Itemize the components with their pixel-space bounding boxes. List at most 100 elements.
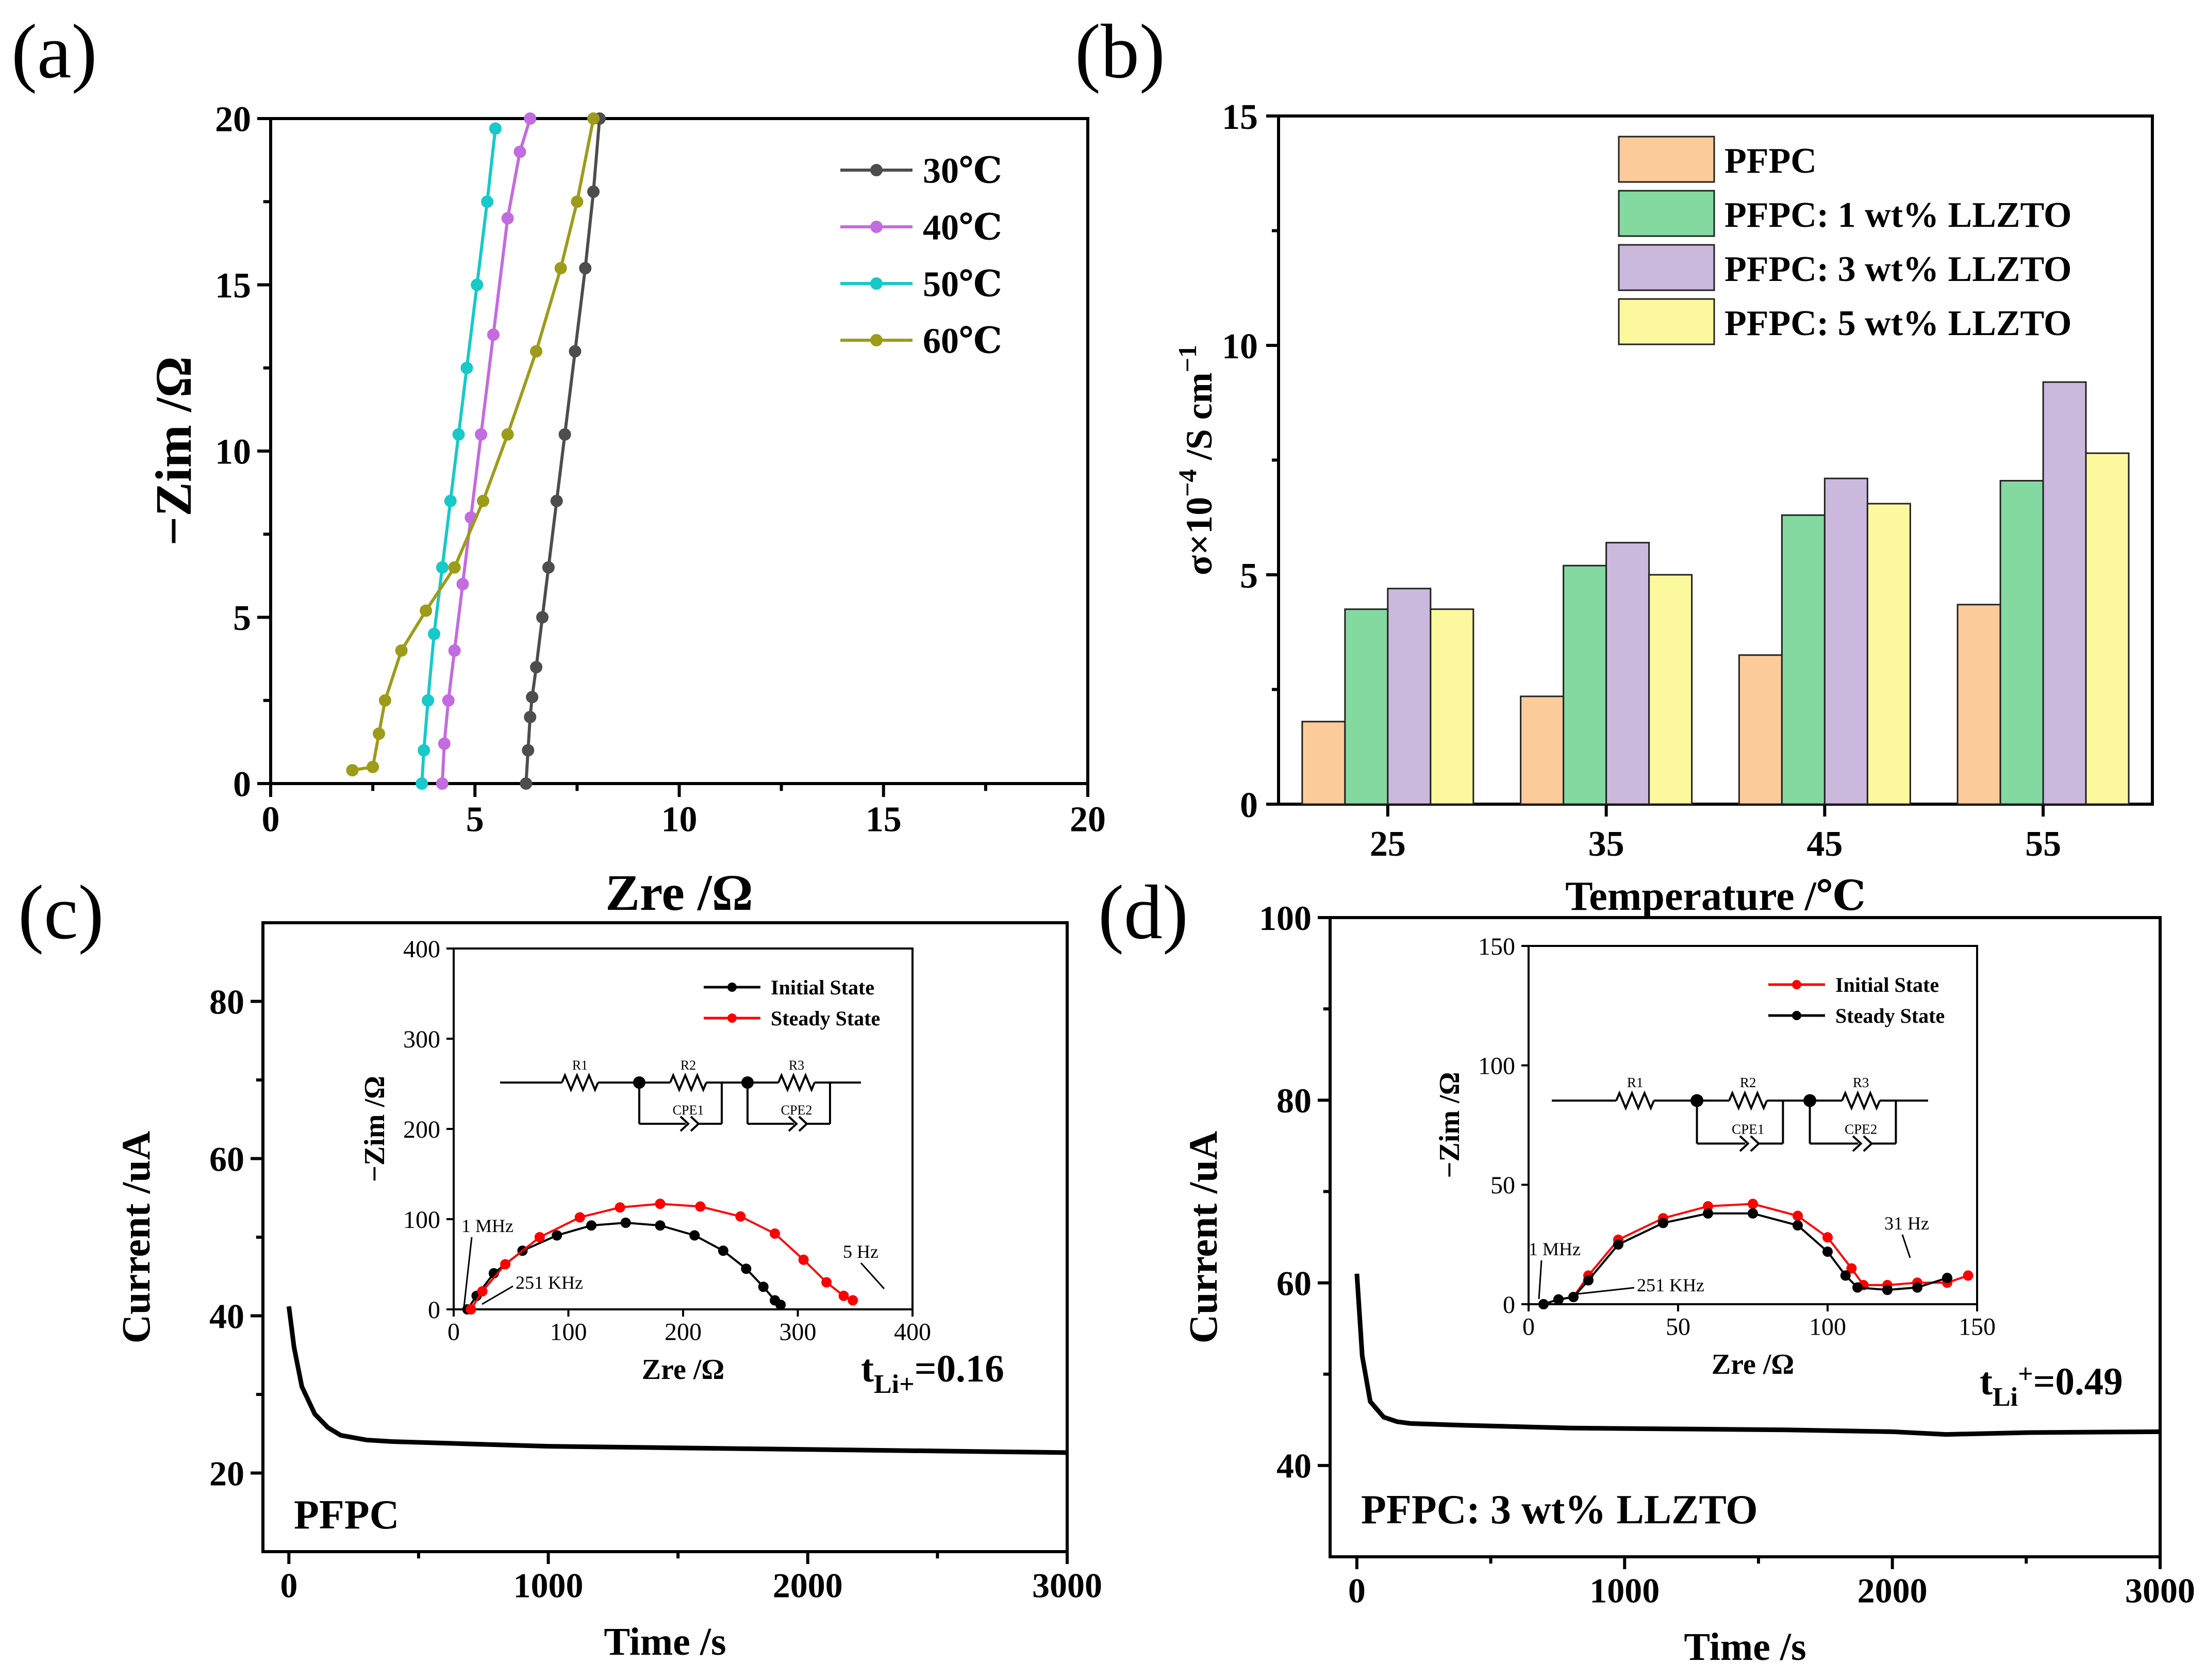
circuit-label-cpe2: CPE2 — [781, 1103, 812, 1118]
c-inset-ytick-label: 200 — [403, 1116, 440, 1143]
a-point — [554, 262, 567, 275]
d-xlabel: Time /s — [1684, 1625, 1806, 1669]
a-point — [436, 777, 449, 790]
a-point — [418, 744, 430, 757]
d-xtick-label: 2000 — [1857, 1571, 1928, 1610]
b-bar — [2085, 452, 2130, 805]
d-inset-xtick-label: 50 — [1666, 1313, 1690, 1341]
d-inset-xtick-label: 100 — [1809, 1313, 1846, 1341]
d-inset-point — [1882, 1285, 1893, 1295]
c-inset-annotation: 1 MHz — [461, 1216, 513, 1236]
c-inset-point — [655, 1199, 666, 1209]
c-inset-annotation-arrow — [482, 1285, 513, 1305]
d-inset-point — [1703, 1208, 1713, 1219]
d-inset-point — [1822, 1246, 1833, 1257]
d-xtick-label: 3000 — [2125, 1571, 2195, 1610]
circuit-resistor — [1728, 1090, 1768, 1111]
a-point — [444, 494, 457, 507]
circuit-label-r1: R1 — [1627, 1075, 1644, 1090]
d-inset-ytick-label: 100 — [1478, 1052, 1515, 1079]
d-inset-legend-label: Initial State — [1835, 973, 1939, 996]
c-inset-point — [821, 1277, 832, 1288]
a-xtick-label: 20 — [1070, 800, 1106, 840]
a-legend-label: 30℃ — [923, 152, 1002, 191]
d-inset-point — [1553, 1294, 1564, 1305]
c-inset-point — [848, 1295, 858, 1306]
c-xtick-label: 0 — [280, 1566, 297, 1605]
c-inset-point — [552, 1230, 562, 1241]
b-bar — [2042, 381, 2087, 805]
d-inset-annotation-arrow — [1577, 1287, 1635, 1295]
c-inset-point — [718, 1245, 728, 1256]
a-point — [416, 777, 428, 790]
d-ytick-label: 80 — [1276, 1081, 1312, 1120]
c-inset-annotation-arrow — [860, 1262, 885, 1290]
c-inset-xtick-label: 200 — [665, 1319, 702, 1346]
b-bar — [1648, 574, 1693, 805]
c-inset-point — [798, 1254, 809, 1265]
c-inset-annotation-arrow — [463, 1237, 473, 1307]
b-bar — [1520, 695, 1565, 805]
d-inset-frame — [1528, 945, 1978, 1305]
d-inset-point — [1963, 1270, 1973, 1281]
circuit-resistor — [561, 1072, 599, 1093]
c-inset-series-line — [470, 1203, 854, 1310]
b-legend-swatch — [1618, 244, 1715, 291]
c-inset-series-line — [467, 1221, 782, 1310]
c-inset-point — [741, 1263, 752, 1274]
a-xtick-label: 15 — [866, 800, 902, 840]
c-frame — [261, 921, 1069, 1553]
a-point — [571, 195, 584, 208]
a-point — [475, 428, 488, 441]
a-point — [526, 691, 539, 704]
a-point — [456, 578, 469, 590]
a-point — [460, 361, 473, 374]
a-point — [489, 122, 502, 135]
d-inset-legend-marker — [1792, 1011, 1801, 1020]
a-point — [373, 727, 386, 740]
a-series-line — [352, 118, 595, 772]
a-point — [522, 744, 535, 757]
a-legend-marker — [870, 334, 883, 346]
b-legend-swatch — [1618, 190, 1715, 237]
c-inset-ytick-label: 0 — [428, 1296, 440, 1324]
a-point — [367, 760, 379, 773]
a-point — [448, 644, 461, 657]
a-point — [530, 345, 543, 358]
c-xtick-label: 1000 — [513, 1566, 584, 1605]
d-inset-point — [1942, 1273, 1952, 1284]
a-point — [452, 428, 465, 441]
d-inset-legend-label: Steady State — [1835, 1004, 1945, 1027]
b-bar — [1563, 564, 1607, 805]
a-series-line — [420, 128, 497, 784]
d-inset: 0 50 100 150 0 50 100 150 Zre /Ω −Zim /Ω Initial S… — [1434, 933, 1996, 1380]
c-inset-point — [758, 1282, 769, 1292]
d-xtick-label: 0 — [1348, 1571, 1366, 1610]
c-inset-xlabel: Zre /Ω — [642, 1354, 724, 1386]
c-inset-xtick-label: 100 — [550, 1319, 587, 1346]
c-inset-point — [574, 1212, 585, 1223]
c-inset-annotation: 5 Hz — [843, 1241, 878, 1262]
b-bar — [1866, 503, 1911, 805]
b-bar — [1605, 542, 1650, 805]
panel-d-transference: tLi+=0.49 — [1980, 1359, 2123, 1412]
c-xtick-label: 3000 — [1032, 1566, 1102, 1605]
c-inset-ylabel: −Zim /Ω — [359, 1076, 391, 1182]
c-ytick-label: 60 — [209, 1139, 244, 1178]
circuit-label-cpe2: CPE2 — [1845, 1122, 1877, 1137]
a-ytick-label: 15 — [215, 266, 251, 306]
c-inset-point — [466, 1304, 476, 1315]
c-ytick-label: 40 — [209, 1296, 244, 1336]
b-xtick-label: 25 — [1370, 824, 1406, 864]
panel-a-label: (a) — [11, 9, 97, 94]
a-point — [442, 694, 455, 707]
circuit-label-cpe1: CPE1 — [1732, 1122, 1764, 1137]
b-bar — [1823, 477, 1868, 805]
d-inset-point — [1658, 1218, 1668, 1228]
c-inset-point — [534, 1232, 545, 1242]
a-ytick-label: 20 — [215, 100, 251, 140]
d-inset-annotation-arrow — [1538, 1260, 1542, 1300]
a-series-line — [524, 118, 601, 784]
b-bar — [1430, 608, 1474, 805]
